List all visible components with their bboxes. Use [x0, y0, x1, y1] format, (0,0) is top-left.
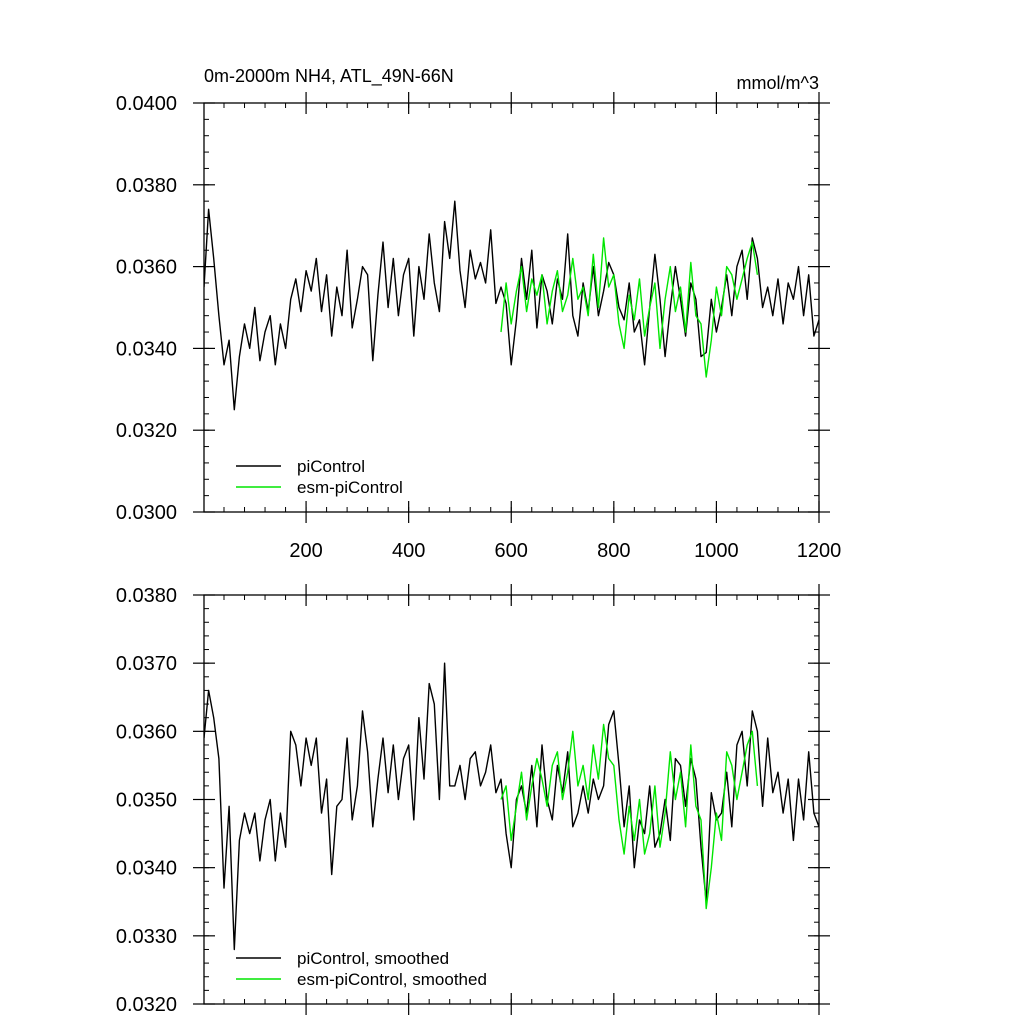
x-tick-label: 1000	[694, 540, 739, 562]
x-tick-label: 600	[495, 540, 528, 562]
y-tick-label: 0.0380	[116, 585, 177, 607]
y-tick-label: 0.0360	[116, 257, 177, 279]
y-tick-label: 0.0360	[116, 721, 177, 743]
plot-frame	[203, 594, 820, 1005]
units-label: mmol/m^3	[737, 73, 819, 93]
legend-label: esm-piControl	[297, 478, 403, 497]
x-tick-label: 800	[597, 540, 630, 562]
top-panel: 0.0300 0.0320 0.0340 0.0360 0.0380 0.0400 200 4…	[116, 66, 841, 562]
plot-frame	[203, 102, 820, 513]
y-tick-label: 0.0400	[116, 93, 177, 115]
y-tick-label: 0.0320	[116, 994, 177, 1016]
series-line-picontrol-smoothed	[204, 662, 819, 951]
x-tick-label: 400	[392, 540, 425, 562]
bottom-panel: 0.0320 0.0330 0.0340 0.0350 0.0360 0.0370 0.03…	[116, 584, 830, 1016]
legend-label: esm-piControl, smoothed	[297, 970, 487, 989]
y-tick-label: 0.0350	[116, 790, 177, 812]
series-line-picontrol	[204, 200, 819, 411]
y-tick-label: 0.0370	[116, 653, 177, 675]
series-line-esm-picontrol	[500, 237, 759, 378]
y-tick-label: 0.0330	[116, 926, 177, 948]
y-tick-label: 0.0320	[116, 420, 177, 442]
x-tick-label: 200	[289, 540, 322, 562]
chart-title: 0m-2000m NH4, ATL_49N-66N	[204, 66, 454, 87]
y-tick-label: 0.0340	[116, 858, 177, 880]
y-tick-label: 0.0300	[116, 502, 177, 524]
x-tick-label: 1200	[797, 540, 842, 562]
y-tick-label: 0.0340	[116, 338, 177, 360]
series-line-esm-picontrol-smoothed	[500, 723, 759, 910]
legend-label: piControl	[297, 457, 365, 476]
y-tick-label: 0.0380	[116, 175, 177, 197]
legend-label: piControl, smoothed	[297, 949, 449, 968]
